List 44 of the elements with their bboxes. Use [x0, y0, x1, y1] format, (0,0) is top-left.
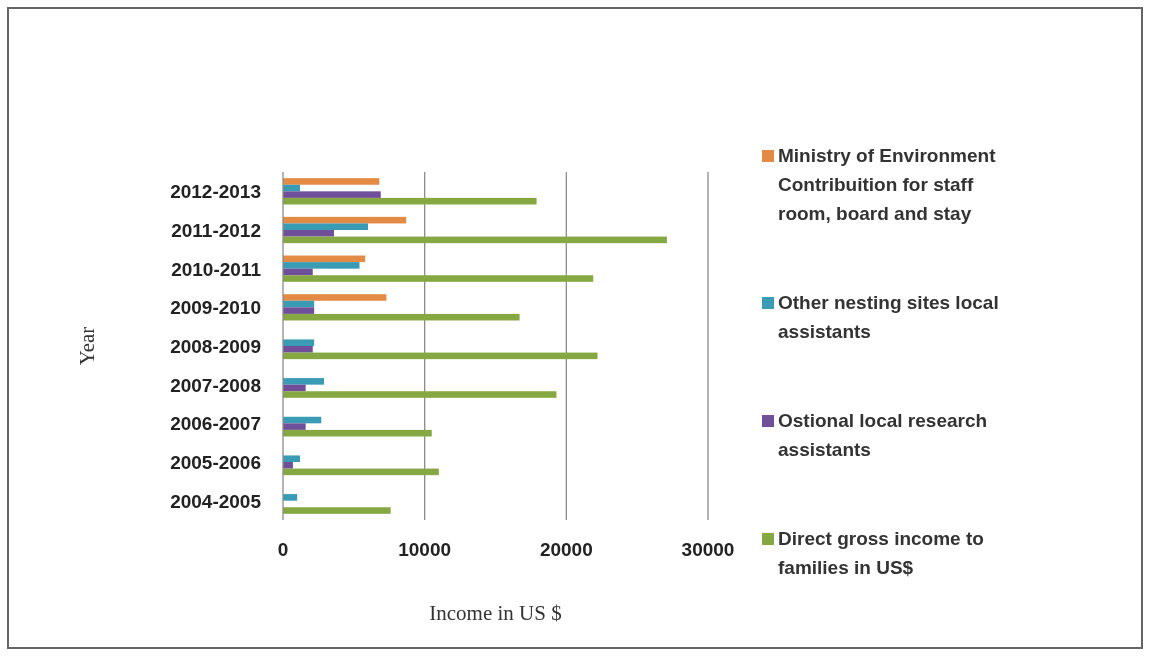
- bar: [283, 223, 368, 230]
- x-tick-label: 10000: [398, 539, 452, 560]
- bar: [283, 313, 520, 321]
- y-tick-label: 2011-2012: [171, 220, 261, 241]
- x-axis-title: Income in US $: [429, 601, 562, 625]
- bar: [283, 178, 380, 185]
- bar: [283, 236, 667, 244]
- bar: [283, 216, 407, 224]
- bar: [283, 494, 298, 501]
- bar: [283, 255, 366, 263]
- x-tick-label: 20000: [539, 539, 593, 560]
- bar: [283, 294, 387, 301]
- legend-label: Direct gross income to families in US$: [778, 528, 984, 578]
- bar: [283, 339, 315, 346]
- bar: [283, 352, 598, 360]
- x-tick-label: 0: [277, 539, 289, 560]
- y-tick-label: 2005-2006: [170, 452, 261, 473]
- bar: [283, 455, 300, 462]
- bar: [283, 346, 313, 353]
- bar: [283, 462, 293, 469]
- bar: [283, 378, 325, 385]
- y-tick-label: 2012-2013: [170, 181, 261, 203]
- bar: [283, 262, 360, 269]
- y-tick-label: 2006-2007: [170, 413, 261, 435]
- y-tick-label: 2008-2009: [170, 336, 261, 357]
- bar: [283, 275, 594, 282]
- bar: [283, 468, 439, 476]
- legend-label: Other nesting sites local assistants: [778, 292, 999, 342]
- bar: [283, 191, 381, 198]
- bar: [283, 197, 537, 205]
- bar: [283, 423, 306, 430]
- bar: [283, 307, 315, 314]
- y-axis-title: Year: [75, 326, 99, 366]
- bar: [283, 391, 557, 398]
- x-tick-label: 30000: [681, 539, 735, 560]
- y-tick-label: 2010-2011: [171, 258, 262, 280]
- legend-label: Ministry of Environment Contribuition for staff room, board and stay: [778, 145, 997, 224]
- bar: [283, 230, 334, 237]
- y-tick-label: 2007-2008: [170, 374, 261, 396]
- y-tick-label: 2004-2005: [170, 490, 262, 512]
- y-tick-label: 2009-2010: [170, 297, 261, 319]
- legend-label: Ostional local research assistants: [778, 410, 988, 460]
- bar: [283, 429, 432, 437]
- bar: [283, 507, 391, 514]
